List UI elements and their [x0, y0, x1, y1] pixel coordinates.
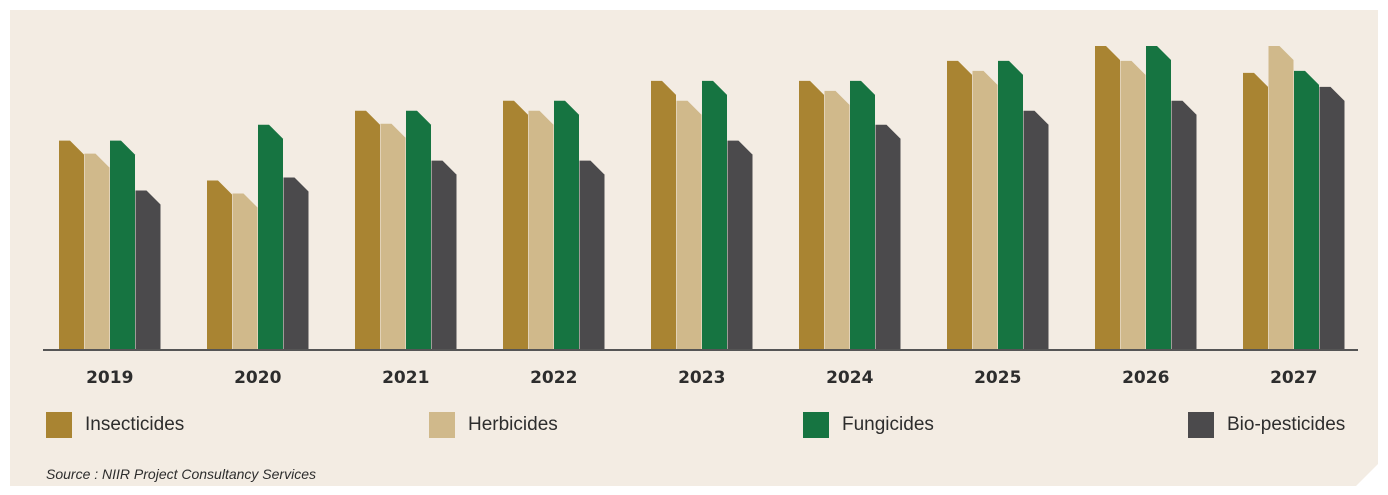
x-tick-label-2026: 2026: [1122, 368, 1169, 388]
legend-item-biopesticides: Bio-pesticides: [1188, 412, 1345, 438]
bar-herbicides-2027: [1268, 45, 1294, 350]
legend-swatch-fungicides: [803, 412, 829, 438]
bar-fungicides-2021: [406, 110, 431, 350]
x-tick-label-2024: 2024: [826, 368, 873, 388]
legend-label-biopesticides: Bio-pesticides: [1227, 414, 1346, 435]
bar-herbicides-2021: [380, 123, 406, 350]
bar-bio-pesticides-2025: [1023, 110, 1049, 350]
bar-bio-pesticides-2026: [1171, 100, 1197, 350]
bar-fungicides-2025: [998, 60, 1023, 350]
bar-insecticides-2022: [503, 100, 528, 350]
bar-insecticides-2026: [1095, 45, 1120, 350]
bar-herbicides-2020: [232, 193, 258, 350]
x-tick-label-2022: 2022: [530, 368, 577, 388]
bar-bio-pesticides-2022: [579, 160, 605, 350]
x-tick-label-2025: 2025: [974, 368, 1021, 388]
legend-swatch-insecticides: [46, 412, 72, 438]
bar-herbicides-2024: [824, 90, 850, 350]
bar-fungicides-2022: [554, 100, 579, 350]
bar-fungicides-2027: [1294, 70, 1319, 350]
legend-swatch-herbicides: [429, 412, 455, 438]
bar-herbicides-2022: [528, 110, 554, 350]
legend-label-herbicides: Herbicides: [468, 414, 558, 435]
x-tick-label-2019: 2019: [86, 368, 133, 388]
x-tick-label-2027: 2027: [1270, 368, 1317, 388]
legend-swatch-biopesticides: [1188, 412, 1214, 438]
bar-insecticides-2025: [947, 60, 972, 350]
source-note: Source : NIIR Project Consultancy Servic…: [46, 466, 316, 482]
x-tick-label-2023: 2023: [678, 368, 725, 388]
bar-bio-pesticides-2019: [135, 190, 161, 350]
legend-label-insecticides: Insecticides: [85, 414, 185, 435]
bar-fungicides-2026: [1146, 45, 1171, 350]
bar-insecticides-2019: [59, 140, 84, 350]
bar-bio-pesticides-2020: [283, 177, 309, 350]
bar-bio-pesticides-2023: [727, 140, 753, 350]
bar-fungicides-2024: [850, 80, 875, 350]
bar-bio-pesticides-2027: [1319, 86, 1345, 350]
bar-insecticides-2020: [207, 180, 232, 350]
x-tick-label-2020: 2020: [234, 368, 281, 388]
bar-fungicides-2019: [110, 140, 135, 350]
legend-label-fungicides: Fungicides: [842, 414, 934, 435]
bar-fungicides-2020: [258, 124, 283, 350]
bar-fungicides-2023: [702, 80, 727, 350]
bar-herbicides-2026: [1120, 60, 1146, 350]
bar-bio-pesticides-2024: [875, 124, 901, 350]
bar-insecticides-2024: [799, 80, 824, 350]
bar-insecticides-2021: [355, 110, 380, 350]
bar-insecticides-2027: [1243, 72, 1268, 350]
legend-item-insecticides: Insecticides: [46, 412, 184, 438]
bar-herbicides-2019: [84, 153, 110, 350]
bar-herbicides-2025: [972, 70, 998, 350]
legend-item-fungicides: Fungicides: [803, 412, 934, 438]
bar-herbicides-2023: [676, 100, 702, 350]
bar-insecticides-2023: [651, 80, 676, 350]
x-tick-label-2021: 2021: [382, 368, 429, 388]
bar-bio-pesticides-2021: [431, 160, 457, 350]
legend-item-herbicides: Herbicides: [429, 412, 558, 438]
